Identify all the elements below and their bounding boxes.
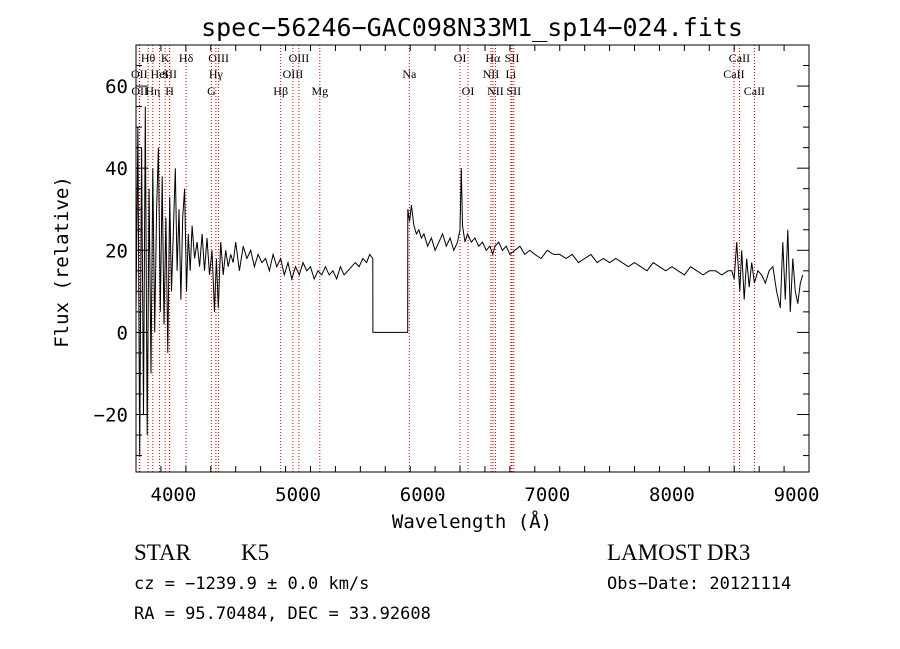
line-label-23: Li: [506, 67, 517, 81]
x-tick-label: 8000: [649, 484, 695, 506]
y-tick-label: −20: [94, 405, 128, 427]
line-label-25: CaII: [729, 51, 750, 65]
line-label-18: OI: [462, 84, 475, 98]
line-label-17: OI: [454, 51, 467, 65]
line-label-9: OIII: [208, 51, 229, 65]
x-tick-label: 4000: [151, 484, 197, 506]
line-label-10: Hγ: [209, 67, 224, 81]
observation-date: Obs−Date: 20121114: [607, 574, 792, 594]
x-tick-label: 6000: [400, 484, 446, 506]
line-label-4: K: [161, 51, 170, 65]
plot-frame: [135, 44, 810, 473]
line-label-22: SII: [505, 51, 520, 65]
x-tick-label: 7000: [524, 484, 570, 506]
line-label-1: OII: [131, 67, 148, 81]
x-axis-label: Wavelength (Å): [392, 510, 552, 533]
line-label-19: Hα: [485, 51, 501, 65]
x-axis: 4000 5000 6000 7000 8000 9000: [151, 45, 820, 506]
line-label-24: SII: [506, 84, 521, 98]
line-label-21: NII: [487, 84, 504, 98]
redshift-velocity: cz = −1239.9 ± 0.0 km/s: [134, 574, 370, 594]
line-label-16: Na: [402, 67, 417, 81]
x-tick-label: 9000: [774, 484, 820, 506]
line-label-13: OIII: [289, 51, 310, 65]
x-tick-label: 5000: [275, 484, 321, 506]
object-class: STAR: [134, 540, 191, 565]
y-tick-label: 60: [105, 76, 128, 98]
line-label-14: OIII: [283, 67, 304, 81]
line-label-6: SII: [162, 67, 177, 81]
chart-title: spec−56246−GAC098N33M1_sp14−024.fits: [201, 13, 743, 42]
y-axis-label: Flux (relative): [51, 176, 73, 348]
line-label-20: NII: [483, 67, 500, 81]
y-axis: −20 0 20 40 60: [94, 44, 809, 457]
survey-name: LAMOST DR3: [607, 540, 751, 565]
line-label-26: CaII: [723, 67, 744, 81]
y-tick-label: 40: [105, 158, 128, 180]
line-label-5: HeI: [151, 67, 169, 81]
line-label-8: Hδ: [179, 51, 194, 65]
y-tick-label: 20: [105, 240, 128, 262]
line-label-15: Mg: [311, 84, 328, 98]
line-label-0: Hθ: [141, 51, 156, 65]
line-label-27: CaII: [744, 84, 765, 98]
coordinates: RA = 95.70484, DEC = 33.92608: [134, 604, 431, 624]
line-label-3: Hη: [145, 84, 160, 98]
object-subclass: K5: [241, 540, 270, 565]
line-label-11: G: [207, 84, 216, 98]
y-tick-label: 0: [117, 322, 128, 344]
line-label-12: Hβ: [273, 84, 288, 98]
line-label-7: H: [165, 84, 174, 98]
spectrum-series-line: [135, 106, 804, 456]
